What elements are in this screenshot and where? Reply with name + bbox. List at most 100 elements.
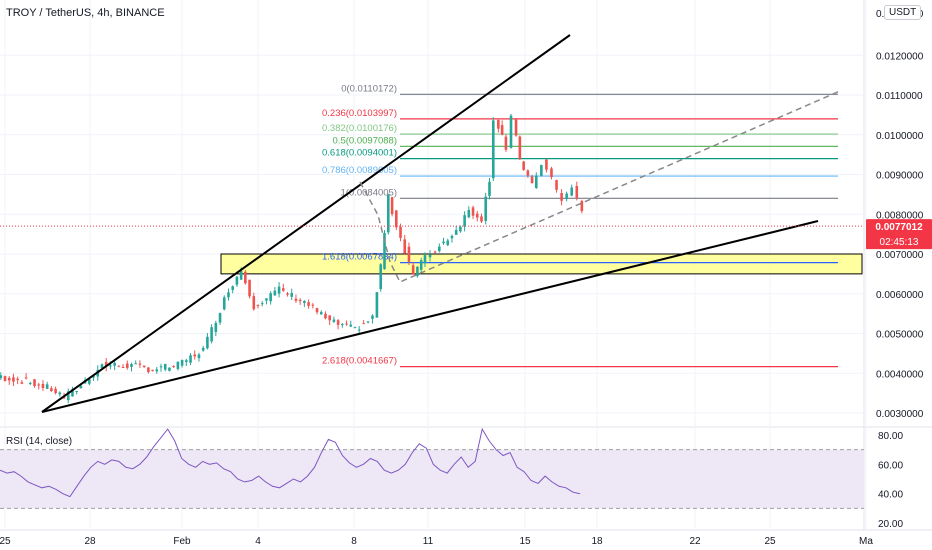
candle-body [530, 176, 534, 184]
candle-body [484, 196, 487, 221]
candle-body [134, 363, 138, 365]
rsi-band [0, 449, 864, 509]
candle-body [480, 216, 483, 222]
price-label: 0.0050000 [876, 330, 924, 341]
fibonacci-extension[interactable]: 0(0.0110172) 0.236(0.0103997) 0.382(0.0100… [322, 83, 838, 368]
rsi-scale-label: 20.00 [878, 519, 903, 530]
candle-body [218, 313, 222, 323]
support-zone[interactable] [220, 253, 863, 275]
candle-body [438, 246, 441, 252]
candle-body [390, 197, 394, 215]
rsi-scale-label: 80.00 [878, 431, 903, 442]
candle-body [504, 136, 508, 150]
fib-trend-path[interactable] [359, 90, 841, 283]
candle-body [222, 297, 226, 310]
candle-body [100, 364, 104, 368]
candle-body [75, 391, 78, 393]
candle-body [475, 213, 479, 218]
candle-body [210, 327, 213, 342]
candle-body [180, 359, 184, 366]
candle-body [307, 302, 310, 306]
rsi-scale-label: 60.00 [878, 460, 903, 471]
candle-body [20, 382, 24, 384]
symbol-title[interactable]: TROY / TetherUS, 4h, BINANCE [6, 7, 165, 19]
candle-body [522, 161, 525, 170]
candle-body [454, 230, 458, 235]
drawings[interactable] [41, 34, 841, 413]
time-label: 25 [764, 536, 776, 547]
rsi-scale[interactable]: 80.00 60.00 40.00 20.00 [878, 431, 903, 530]
candle-body [535, 175, 538, 189]
candle-body [526, 170, 530, 176]
candle-body [488, 181, 491, 196]
candle-body [565, 193, 568, 200]
candle-body [231, 286, 234, 290]
candle-body [570, 187, 574, 196]
candle-body [206, 336, 209, 349]
currency-button[interactable]: USDT [884, 5, 922, 20]
time-label: 8 [351, 536, 357, 547]
time-axis[interactable]: 25 28 Feb 4 8 11 15 18 22 25 Ma [0, 536, 873, 547]
candle-body [50, 388, 53, 392]
candle-body [419, 260, 423, 270]
candle-body [282, 288, 285, 291]
candle-body [379, 264, 383, 290]
candle-body [58, 392, 62, 395]
candle-body [172, 366, 175, 368]
price-scale[interactable]: 0.01300000.01200000.01100000.01000000.00… [876, 9, 924, 420]
fib-label-0-786: 0.786(0.0089605) [322, 165, 397, 176]
price-label: 0.0040000 [876, 369, 924, 380]
candle-body [319, 312, 323, 315]
upper-trendline[interactable] [41, 34, 571, 413]
candle-body [290, 293, 294, 297]
time-label: 28 [84, 536, 96, 547]
price-label: 0.0070000 [876, 250, 924, 261]
candle-body [54, 388, 57, 394]
candle-body [315, 308, 319, 313]
candle-body [176, 361, 180, 369]
candle-body [446, 240, 450, 246]
candle-body [550, 168, 553, 177]
price-pane[interactable] [0, 0, 864, 426]
candle-body [332, 319, 336, 322]
candle-body [125, 363, 129, 368]
candle-body [138, 363, 142, 365]
candle-body [79, 385, 83, 389]
candle-body [353, 327, 357, 329]
current-price-value: 0.0077012 [875, 222, 923, 233]
candle-body [407, 246, 411, 262]
candle-body [411, 265, 415, 275]
time-label: 11 [423, 536, 434, 547]
lower-trendline[interactable] [41, 220, 819, 413]
candle-body [383, 233, 386, 270]
rsi-scale-label: 40.00 [878, 490, 903, 501]
candle-body [113, 362, 116, 366]
candle-body [395, 210, 398, 228]
candle-body [416, 266, 419, 277]
candle-body [467, 209, 471, 218]
candle-body [509, 115, 513, 148]
candle-body [24, 377, 28, 379]
candle-body [189, 355, 192, 363]
candle-body [197, 354, 201, 359]
candle-body [265, 298, 268, 301]
candle-body [66, 391, 70, 401]
candle-body [41, 383, 45, 389]
countdown: 02:45:13 [880, 237, 919, 248]
fib-label-1-618: 1.618(0.0067834) [322, 252, 397, 263]
candle-body [491, 120, 495, 179]
candle-body [12, 377, 15, 382]
candle-body [130, 364, 133, 367]
candle-body [357, 329, 361, 331]
candle-body [147, 367, 150, 373]
candle-body [260, 303, 264, 305]
candle-body [168, 367, 171, 371]
candle-body [244, 271, 247, 284]
candle-body [235, 276, 239, 285]
rsi-title[interactable]: RSI (14, close) [6, 436, 73, 447]
candle-body [151, 369, 154, 371]
time-label: 4 [255, 536, 261, 547]
candle-body [575, 186, 579, 198]
candle-body [366, 321, 370, 323]
